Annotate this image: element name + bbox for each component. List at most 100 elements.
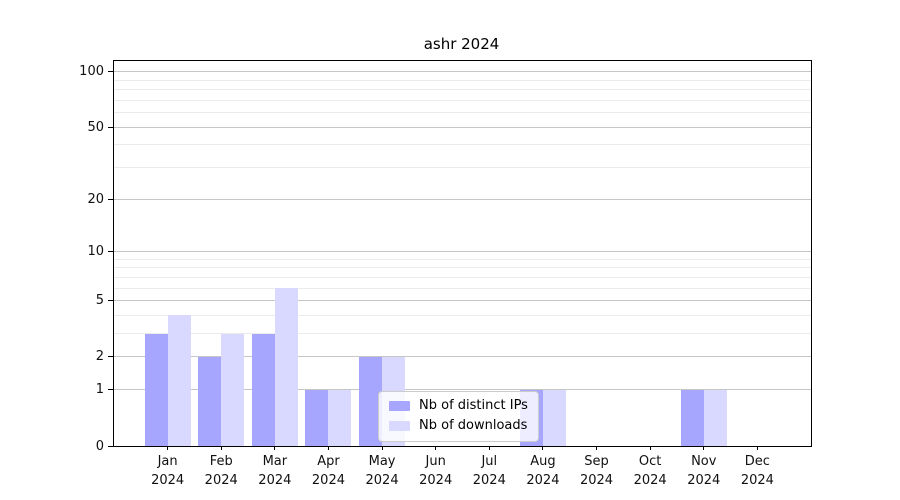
- x-tick-month: Apr: [317, 454, 340, 469]
- bar-nb-of-downloads-apr: [328, 389, 352, 446]
- bar-nb-of-distinct-ips-apr: [305, 389, 329, 446]
- x-tick-mark: [327, 446, 329, 450]
- x-tick-label: Jul 2024: [457, 453, 521, 491]
- minor-gridline: [114, 333, 811, 335]
- major-gridline: [114, 389, 811, 391]
- legend-swatch: [389, 421, 410, 432]
- minor-gridline: [114, 267, 811, 269]
- bar-nb-of-distinct-ips-nov: [680, 389, 704, 446]
- x-tick-mark: [274, 446, 276, 450]
- y-tick-label: 50: [87, 119, 104, 135]
- x-tick-year: 2024: [526, 472, 560, 488]
- minor-gridline: [114, 314, 811, 316]
- x-tick-year: 2024: [419, 472, 453, 488]
- legend-item: Nb of distinct IPs: [389, 398, 528, 413]
- minor-gridline: [114, 99, 811, 101]
- x-tick-label: Jan 2024: [136, 453, 200, 491]
- x-tick-label: Oct 2024: [618, 453, 682, 491]
- x-tick-year: 2024: [472, 472, 506, 488]
- x-tick-mark: [703, 446, 705, 450]
- x-tick-mark: [488, 446, 490, 450]
- minor-gridline: [114, 79, 811, 81]
- y-tick-label: 5: [95, 293, 104, 309]
- legend: Nb of distinct IPs Nb of downloads: [378, 391, 539, 442]
- major-gridline: [114, 251, 811, 253]
- legend-label: Nb of distinct IPs: [419, 398, 528, 413]
- bar-nb-of-distinct-ips-mar: [251, 333, 275, 446]
- x-tick-year: 2024: [740, 472, 774, 488]
- bar-nb-of-downloads-jan: [167, 315, 191, 446]
- x-tick-label: Jun 2024: [404, 453, 468, 491]
- y-tick-mark: [108, 389, 113, 391]
- bar-nb-of-distinct-ips-jan: [144, 333, 168, 446]
- y-tick-label: 100: [79, 64, 104, 80]
- y-tick-label: 10: [87, 244, 104, 260]
- x-tick-month: Aug: [530, 454, 556, 469]
- bar-nb-of-downloads-aug: [542, 389, 566, 446]
- x-tick-mark: [435, 446, 437, 450]
- x-tick-month: Mar: [262, 454, 288, 469]
- x-tick-mark: [220, 446, 222, 450]
- x-tick-label: Aug 2024: [511, 453, 575, 491]
- x-tick-mark: [381, 446, 383, 450]
- x-tick-mark: [756, 446, 758, 450]
- bar-nb-of-distinct-ips-may: [359, 356, 383, 446]
- y-tick-mark: [108, 198, 113, 200]
- x-tick-label: Sep 2024: [565, 453, 629, 491]
- x-tick-month: Jul: [481, 454, 498, 469]
- legend-swatch: [389, 401, 410, 412]
- x-tick-label: Mar 2024: [243, 453, 307, 491]
- y-tick-mark: [108, 126, 113, 128]
- minor-gridline: [114, 276, 811, 278]
- y-tick-mark: [108, 71, 113, 73]
- x-tick-month: Oct: [638, 454, 662, 469]
- x-tick-year: 2024: [311, 472, 345, 488]
- y-tick-label: 2: [95, 349, 104, 365]
- y-tick-label: 1: [95, 382, 104, 398]
- minor-gridline: [114, 112, 811, 114]
- x-tick-year: 2024: [258, 472, 292, 488]
- x-tick-year: 2024: [151, 472, 185, 488]
- major-gridline: [114, 356, 811, 358]
- x-tick-year: 2024: [204, 472, 238, 488]
- x-tick-month: Nov: [691, 454, 717, 469]
- y-tick-mark: [108, 251, 113, 253]
- x-tick-year: 2024: [365, 472, 399, 488]
- y-tick-mark: [108, 356, 113, 358]
- major-gridline: [114, 126, 811, 128]
- x-tick-label: Apr 2024: [296, 453, 360, 491]
- x-tick-month: Dec: [744, 454, 770, 469]
- x-tick-label: Nov 2024: [672, 453, 736, 491]
- x-tick-year: 2024: [633, 472, 667, 488]
- x-tick-mark: [167, 446, 169, 450]
- plot-area: 0 1 2 5 10 20 50 100 Jan 2024 Feb 2024 Mar 2024 Apr 202…: [79, 60, 812, 488]
- y-tick-label: 0: [95, 438, 104, 454]
- y-tick-mark: [108, 300, 113, 302]
- x-tick-month: Jan: [157, 454, 178, 469]
- minor-gridline: [114, 144, 811, 146]
- x-tick-year: 2024: [579, 472, 614, 488]
- minor-gridline: [114, 167, 811, 169]
- x-tick-mark: [596, 446, 598, 450]
- chart-title: ashr 2024: [423, 35, 500, 53]
- x-tick-mark: [542, 446, 544, 450]
- minor-gridline: [114, 258, 811, 260]
- x-tick-label: May 2024: [350, 453, 414, 491]
- y-tick-label: 20: [87, 191, 104, 207]
- x-tick-label: Dec 2024: [725, 453, 789, 491]
- major-gridline: [114, 300, 811, 302]
- minor-gridline: [114, 287, 811, 289]
- legend-label: Nb of downloads: [419, 418, 528, 434]
- legend-item: Nb of downloads: [389, 418, 528, 434]
- x-tick-month: Feb: [209, 454, 233, 469]
- x-tick-label: Feb 2024: [189, 453, 253, 491]
- x-tick-year: 2024: [687, 472, 721, 488]
- y-tick-mark: [108, 445, 113, 447]
- major-gridline: [114, 71, 811, 73]
- x-tick-month: Sep: [584, 454, 609, 469]
- bar-nb-of-downloads-mar: [274, 288, 298, 446]
- bar-nb-of-downloads-nov: [703, 389, 727, 446]
- bar-nb-of-distinct-ips-feb: [198, 356, 222, 446]
- x-tick-month: May: [368, 454, 396, 469]
